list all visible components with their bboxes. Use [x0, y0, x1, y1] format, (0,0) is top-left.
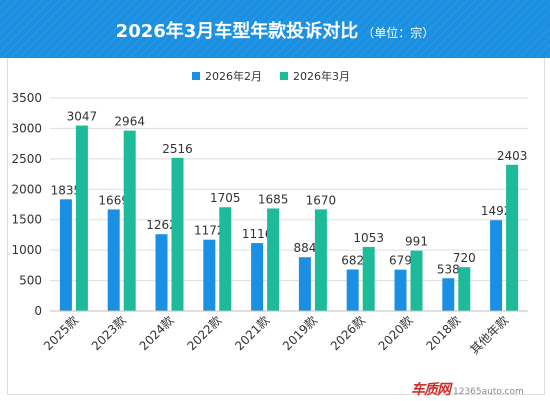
data-label: 1835 [51, 183, 82, 197]
bar [458, 267, 471, 311]
x-tick-label: 2019款 [280, 313, 320, 353]
data-label: 3047 [67, 110, 98, 124]
bar [442, 278, 455, 311]
legend-swatch [280, 72, 288, 80]
bar [251, 243, 264, 311]
data-label: 679 [389, 254, 412, 268]
x-tick-label: 2018款 [423, 313, 463, 353]
y-tick-label: 3000 [11, 121, 42, 135]
legend-label: 2026年2月 [205, 69, 262, 83]
y-tick-label: 2000 [11, 182, 42, 196]
bar [171, 157, 184, 311]
chart-title: 2026年3月车型年款投诉对比 （单位：宗） [0, 17, 550, 43]
bar [362, 246, 375, 311]
y-tick-label: 3500 [11, 91, 42, 105]
chart-title-main: 2026年3月车型年款投诉对比 [115, 21, 359, 42]
data-label: 1172 [194, 224, 225, 238]
y-tick-label: 0 [34, 304, 42, 318]
data-label: 884 [293, 241, 316, 255]
data-label: 2964 [114, 115, 145, 129]
bar [346, 269, 359, 311]
bar [107, 209, 120, 311]
x-tick-label: 2025款 [41, 313, 81, 353]
legend-label: 2026年3月 [293, 69, 350, 83]
chart-title-unit: （单位：宗） [362, 26, 435, 40]
x-tick-label: 2021款 [232, 313, 272, 353]
data-label: 1262 [146, 218, 177, 232]
y-tick-label: 1500 [11, 213, 42, 227]
y-tick-label: 2500 [11, 152, 42, 166]
y-tick-label: 1000 [11, 243, 42, 257]
bar [506, 164, 519, 311]
x-tick-label: 2020款 [376, 313, 416, 353]
bar [267, 208, 280, 311]
data-label: 991 [405, 235, 428, 249]
y-tick-label: 500 [19, 274, 42, 288]
data-label: 1670 [306, 193, 337, 207]
bar [490, 220, 503, 311]
data-label: 720 [453, 251, 476, 265]
data-label: 2403 [497, 149, 528, 163]
bar [410, 250, 423, 311]
bar [75, 125, 88, 311]
data-label: 1705 [210, 191, 241, 205]
x-tick-label: 2022款 [184, 313, 224, 353]
data-label: 1492 [481, 204, 512, 218]
x-tick-label: 其他年款 [467, 313, 511, 357]
legend-swatch [192, 72, 200, 80]
data-label: 1685 [258, 192, 289, 206]
data-label: 2516 [162, 142, 193, 156]
bar [59, 199, 72, 311]
bar [203, 239, 216, 311]
x-tick-label: 2023款 [89, 313, 129, 353]
bar [314, 209, 327, 311]
bar [155, 234, 168, 311]
bar [219, 207, 232, 311]
data-label: 682 [341, 253, 364, 267]
watermark: 车质网 12365auto.com [411, 379, 550, 401]
data-label: 1116 [242, 227, 273, 241]
bar [123, 130, 136, 311]
watermark-logo: 车质网 [411, 382, 451, 398]
x-tick-label: 2026款 [328, 313, 368, 353]
title-bar: 2026年3月车型年款投诉对比 （单位：宗） [0, 0, 550, 58]
x-tick-label: 2024款 [137, 313, 177, 353]
watermark-url: 12365auto.com [453, 387, 524, 397]
data-label: 1669 [98, 193, 129, 207]
data-label: 1053 [353, 231, 384, 245]
bar [298, 257, 311, 311]
bar [394, 269, 407, 311]
data-label: 538 [437, 262, 460, 276]
